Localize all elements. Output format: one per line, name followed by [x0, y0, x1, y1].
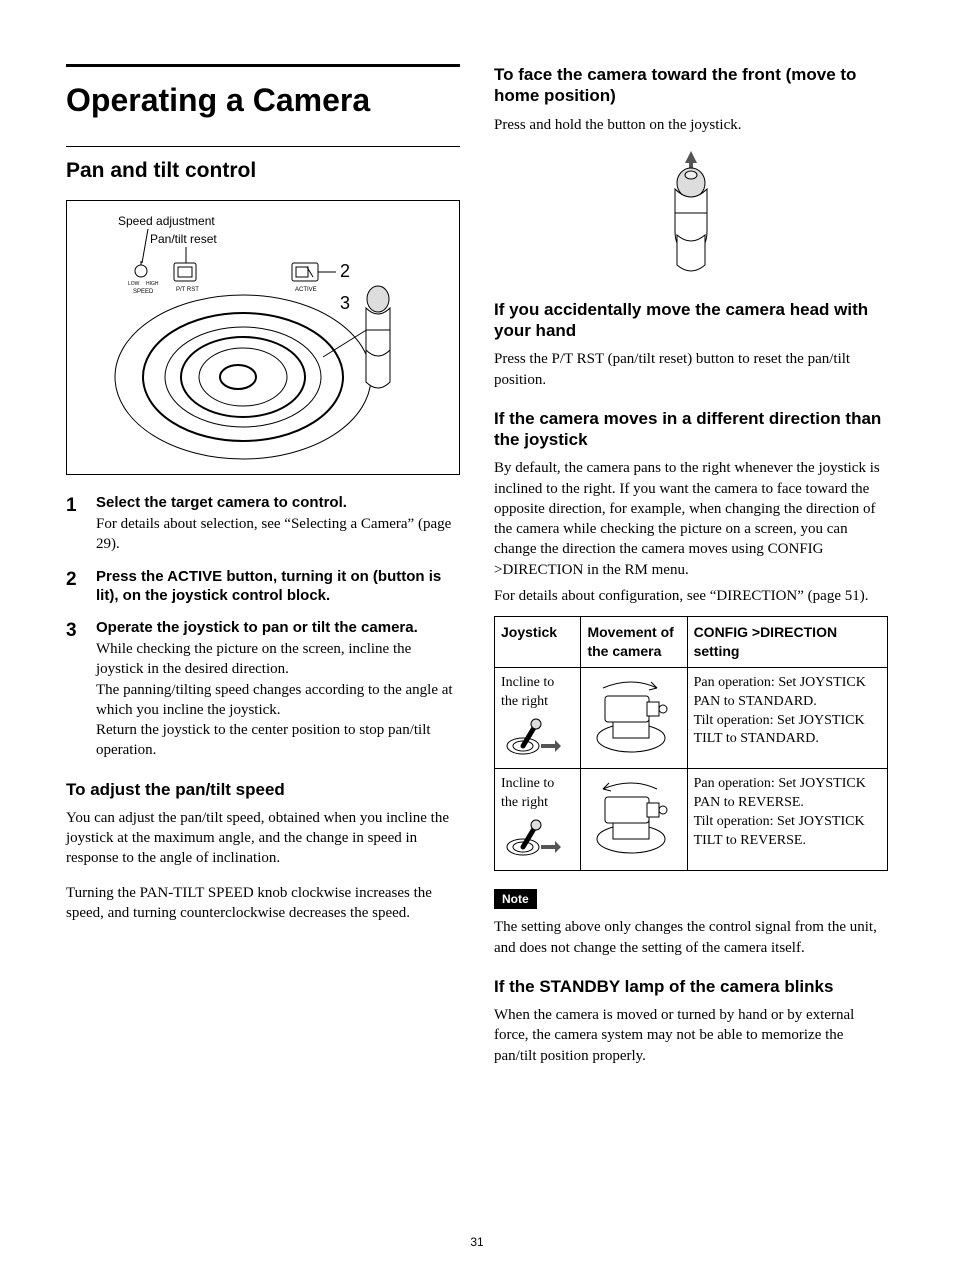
cell-setting: Pan operation: Set JOYSTICK PAN to STAND…: [687, 667, 887, 769]
rule-thin: [66, 146, 460, 147]
standby-p1: When the camera is moved or turned by ha…: [494, 1005, 888, 1066]
diffdir-p1: By default, the camera pans to the right…: [494, 458, 888, 580]
page-number: 31: [0, 1234, 954, 1250]
home-p1: Press and hold the button on the joystic…: [494, 115, 888, 135]
step-body: While checking the picture on the screen…: [96, 639, 460, 761]
svg-text:SPEED: SPEED: [133, 289, 154, 295]
adjust-heading: To adjust the pan/tilt speed: [66, 779, 460, 800]
step-number: 2: [66, 567, 84, 606]
svg-text:ACTIVE: ACTIVE: [295, 287, 317, 293]
hand-p1: Press the P/T RST (pan/tilt reset) butto…: [494, 349, 888, 390]
cell-movement: [581, 769, 687, 871]
joystick-press-icon: [651, 149, 731, 279]
diagram-svg: Speed adjustment Pan/tilt reset LOW HIGH…: [78, 207, 448, 467]
note-body: The setting above only changes the contr…: [494, 917, 888, 958]
right-column: To face the camera toward the front (mov…: [494, 64, 888, 1072]
step-number: 3: [66, 618, 84, 761]
section-heading: Pan and tilt control: [66, 157, 460, 185]
direction-table: Joystick Movement of the camera CONFIG >…: [494, 616, 888, 871]
step-title: Select the target camera to control.: [96, 493, 460, 513]
step-list: 1 Select the target camera to control. F…: [66, 493, 460, 761]
step-3: 3 Operate the joystick to pan or tilt th…: [66, 618, 460, 761]
callout-2: 2: [340, 261, 350, 281]
th-setting: CONFIG >DIRECTION setting: [687, 617, 887, 668]
label-speed: Speed adjustment: [118, 214, 215, 228]
th-joystick: Joystick: [495, 617, 581, 668]
home-heading: To face the camera toward the front (mov…: [494, 64, 888, 107]
label-reset: Pan/tilt reset: [150, 232, 217, 246]
diffdir-p2: For details about configuration, see “DI…: [494, 586, 888, 606]
step-1: 1 Select the target camera to control. F…: [66, 493, 460, 555]
note-badge: Note: [494, 889, 537, 909]
step-2: 2 Press the ACTIVE button, turning it on…: [66, 567, 460, 606]
cell-joy: Incline to the right: [501, 674, 574, 712]
rule-thick: [66, 64, 460, 67]
cell-setting: Pan operation: Set JOYSTICK PAN to REVER…: [687, 769, 887, 871]
table-row: Incline to the right: [495, 667, 888, 769]
table-row: Incline to the right: [495, 769, 888, 871]
step-title: Press the ACTIVE button, turning it on (…: [96, 567, 460, 606]
camera-left-icon: [591, 779, 677, 859]
joystick-right-icon: [501, 712, 561, 756]
left-column: Operating a Camera Pan and tilt control …: [66, 64, 460, 1072]
page-title: Operating a Camera: [66, 79, 460, 122]
cell-joy: Incline to the right: [501, 775, 574, 813]
step-number: 1: [66, 493, 84, 555]
step-title: Operate the joystick to pan or tilt the …: [96, 618, 460, 638]
adjust-p2: Turning the PAN-TILT SPEED knob clockwis…: [66, 883, 460, 924]
diffdir-heading: If the camera moves in a different direc…: [494, 408, 888, 451]
standby-heading: If the STANDBY lamp of the camera blinks: [494, 976, 888, 997]
control-diagram: Speed adjustment Pan/tilt reset LOW HIGH…: [66, 200, 460, 475]
cell-movement: [581, 667, 687, 769]
svg-text:P/T RST: P/T RST: [176, 287, 199, 293]
callout-3: 3: [340, 293, 350, 313]
step-body: For details about selection, see “Select…: [96, 514, 460, 555]
camera-right-icon: [591, 678, 677, 758]
svg-text:HIGH: HIGH: [146, 281, 159, 287]
svg-text:LOW: LOW: [128, 281, 140, 287]
hand-heading: If you accidentally move the camera head…: [494, 299, 888, 342]
joystick-figure: [494, 149, 888, 279]
adjust-p1: You can adjust the pan/tilt speed, obtai…: [66, 808, 460, 869]
joystick-right-icon: [501, 813, 561, 857]
th-movement: Movement of the camera: [581, 617, 687, 668]
